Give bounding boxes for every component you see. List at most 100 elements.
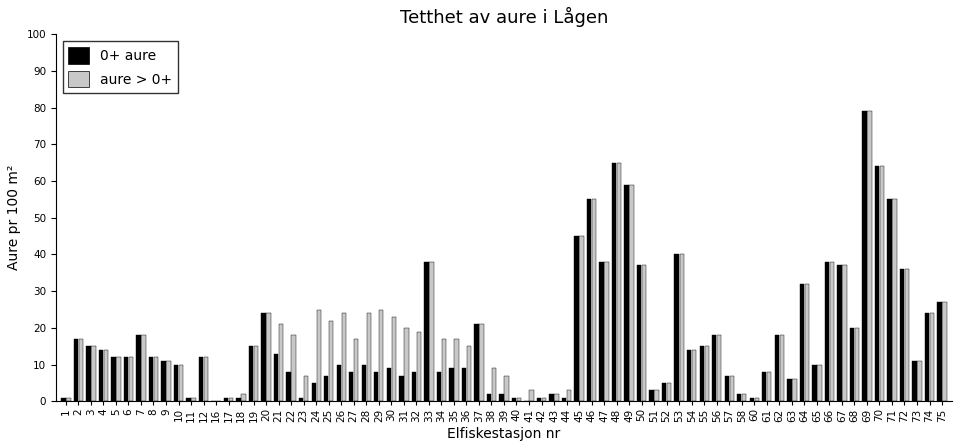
- Bar: [79, 339, 83, 401]
- Bar: [166, 361, 171, 401]
- Bar: [780, 335, 784, 401]
- Bar: [324, 375, 328, 401]
- Bar: [242, 394, 246, 401]
- Bar: [386, 368, 391, 401]
- Bar: [550, 394, 553, 401]
- Bar: [354, 339, 359, 401]
- Bar: [537, 398, 541, 401]
- Bar: [637, 266, 642, 401]
- Bar: [662, 383, 667, 401]
- Bar: [742, 394, 746, 401]
- Bar: [186, 398, 191, 401]
- Bar: [237, 398, 241, 401]
- Bar: [825, 262, 830, 401]
- Bar: [262, 313, 266, 401]
- Bar: [411, 372, 416, 401]
- Bar: [805, 284, 809, 401]
- Bar: [292, 335, 296, 401]
- Bar: [379, 310, 384, 401]
- Bar: [737, 394, 741, 401]
- Bar: [487, 394, 491, 401]
- Bar: [875, 166, 879, 401]
- Bar: [817, 365, 822, 401]
- Bar: [730, 375, 734, 401]
- Bar: [424, 262, 429, 401]
- Bar: [111, 357, 116, 401]
- Bar: [500, 394, 503, 401]
- Bar: [304, 375, 309, 401]
- Bar: [455, 339, 458, 401]
- Bar: [254, 346, 258, 401]
- X-axis label: Elfiskestasjon nr: Elfiskestasjon nr: [447, 427, 561, 441]
- Bar: [66, 398, 71, 401]
- Bar: [229, 398, 233, 401]
- Bar: [604, 262, 609, 401]
- Bar: [512, 398, 516, 401]
- Bar: [830, 262, 834, 401]
- Bar: [329, 320, 334, 401]
- Bar: [649, 390, 654, 401]
- Bar: [223, 398, 228, 401]
- Bar: [178, 365, 183, 401]
- Bar: [474, 324, 479, 401]
- Bar: [337, 365, 340, 401]
- Bar: [687, 350, 691, 401]
- Bar: [362, 365, 366, 401]
- Bar: [587, 199, 592, 401]
- Bar: [149, 357, 153, 401]
- Bar: [249, 346, 253, 401]
- Bar: [416, 332, 421, 401]
- Bar: [562, 398, 566, 401]
- Bar: [712, 335, 716, 401]
- Bar: [299, 398, 303, 401]
- Bar: [892, 199, 897, 401]
- Bar: [567, 390, 572, 401]
- Bar: [924, 313, 929, 401]
- Bar: [124, 357, 129, 401]
- Bar: [129, 357, 133, 401]
- Bar: [667, 383, 671, 401]
- Bar: [680, 254, 684, 401]
- Bar: [174, 365, 178, 401]
- Bar: [642, 266, 646, 401]
- Bar: [116, 357, 121, 401]
- Bar: [862, 111, 867, 401]
- Bar: [312, 383, 316, 401]
- Bar: [153, 357, 158, 401]
- Bar: [879, 166, 884, 401]
- Bar: [624, 185, 629, 401]
- Bar: [404, 328, 409, 401]
- Bar: [391, 317, 396, 401]
- Bar: [480, 324, 483, 401]
- Bar: [267, 313, 270, 401]
- Bar: [104, 350, 108, 401]
- Bar: [800, 284, 804, 401]
- Bar: [842, 266, 847, 401]
- Bar: [442, 339, 446, 401]
- Legend: 0+ aure, aure > 0+: 0+ aure, aure > 0+: [62, 41, 178, 93]
- Bar: [349, 372, 354, 401]
- Title: Tetthet av aure i Lågen: Tetthet av aure i Lågen: [400, 7, 608, 27]
- Bar: [61, 398, 65, 401]
- Bar: [755, 398, 759, 401]
- Bar: [850, 328, 854, 401]
- Bar: [887, 199, 892, 401]
- Y-axis label: Aure pr 100 m²: Aure pr 100 m²: [7, 165, 21, 271]
- Bar: [837, 266, 842, 401]
- Bar: [692, 350, 696, 401]
- Bar: [136, 335, 141, 401]
- Bar: [554, 394, 559, 401]
- Bar: [204, 357, 208, 401]
- Bar: [612, 163, 617, 401]
- Bar: [812, 365, 816, 401]
- Bar: [592, 199, 596, 401]
- Bar: [699, 346, 704, 401]
- Bar: [767, 372, 771, 401]
- Bar: [943, 302, 947, 401]
- Bar: [141, 335, 146, 401]
- Bar: [775, 335, 779, 401]
- Bar: [854, 328, 859, 401]
- Bar: [449, 368, 454, 401]
- Bar: [629, 185, 634, 401]
- Bar: [161, 361, 166, 401]
